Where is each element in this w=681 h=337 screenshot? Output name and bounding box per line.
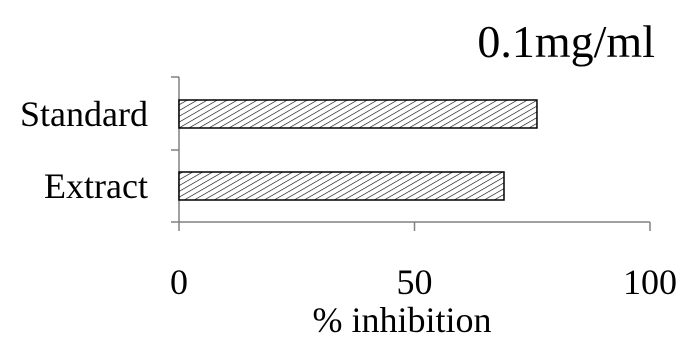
category-labels: Standard Extract	[20, 94, 148, 206]
bars	[178, 99, 538, 201]
x-ticks: 0 50 100	[170, 222, 677, 302]
bar-extract	[178, 171, 505, 201]
chart-title: 0.1mg/ml	[477, 16, 655, 67]
x-tick-label: 50	[397, 262, 433, 302]
category-label-extract: Extract	[44, 166, 148, 206]
x-tick-label: 0	[170, 262, 188, 302]
x-axis-label: % inhibition	[313, 300, 492, 337]
category-label-standard: Standard	[20, 94, 148, 134]
x-tick-label: 100	[623, 262, 677, 302]
bar-standard	[178, 99, 538, 129]
